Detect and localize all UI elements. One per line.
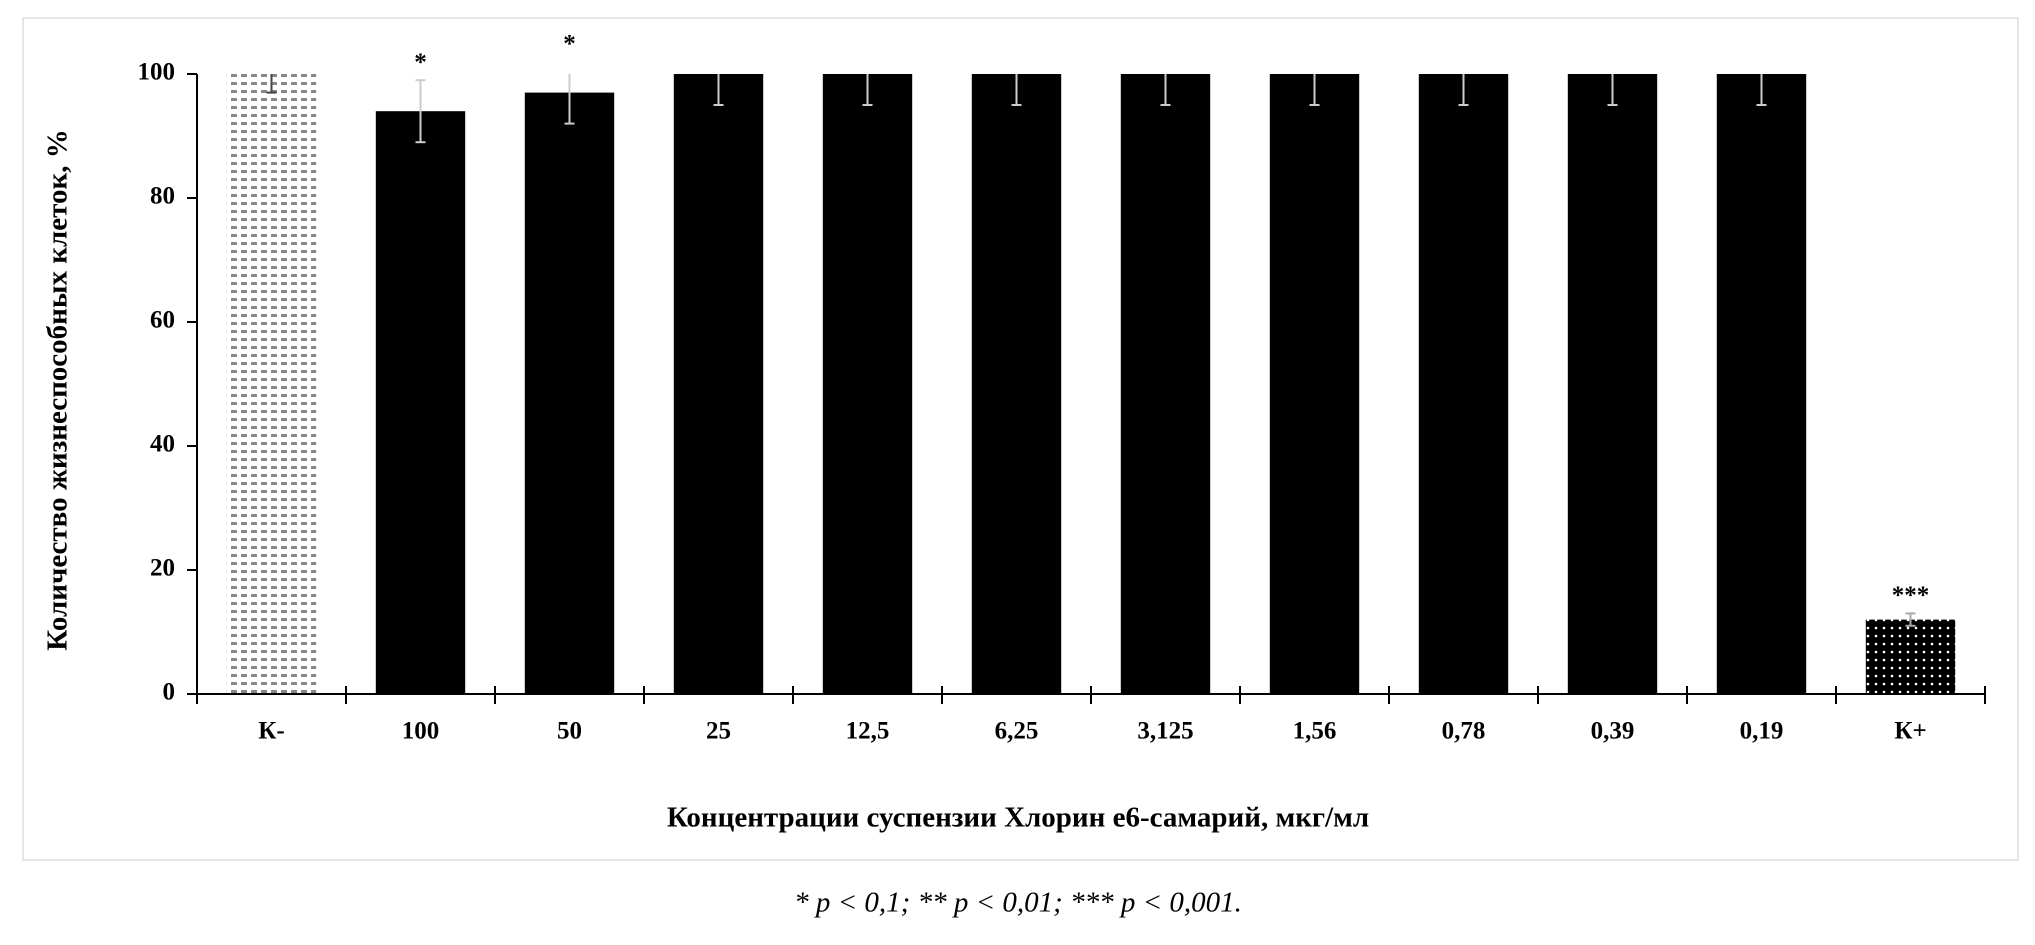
x-axis-label: Концентрации суспензии Хлорин е6-самарий… (667, 802, 1369, 834)
error-bar (1011, 74, 1022, 106)
error-bar (1607, 74, 1618, 106)
y-tick-label: 100 (138, 59, 176, 86)
error-bar (415, 79, 426, 144)
y-tick-label: 60 (150, 307, 175, 334)
error-bar (713, 74, 724, 106)
bar (1269, 74, 1360, 694)
y-tick-label: 80 (150, 183, 175, 210)
bar (971, 74, 1062, 694)
chart-frame (22, 17, 2019, 861)
y-tick-label: 20 (150, 555, 175, 582)
bar (1865, 619, 1956, 694)
bar (226, 74, 317, 694)
x-tick-label: 1,56 (1293, 718, 1337, 745)
bar (524, 92, 615, 694)
y-axis-label: Количество жизнеспособных клеток, % (42, 129, 74, 650)
bar (1120, 74, 1211, 694)
error-bar (266, 74, 277, 94)
x-tick-label: 0,39 (1591, 718, 1635, 745)
bar (673, 74, 764, 694)
error-bar (564, 74, 575, 125)
y-tick-label: 0 (163, 679, 176, 706)
significance-label: *** (1892, 582, 1930, 609)
plot-area (226, 74, 1956, 694)
error-bar (1756, 74, 1767, 106)
bar (1418, 74, 1509, 694)
x-tick-label: К+ (1894, 718, 1926, 745)
x-tick-label: 0,19 (1740, 718, 1784, 745)
x-tick-label: 6,25 (995, 718, 1039, 745)
x-tick-label: 100 (402, 718, 440, 745)
error-bar (1309, 74, 1320, 106)
x-tick-label: 3,125 (1137, 718, 1193, 745)
y-tick-label: 40 (150, 431, 175, 458)
error-bar (1160, 74, 1171, 106)
x-tick-label: 0,78 (1442, 718, 1486, 745)
x-tick-label: 25 (706, 718, 731, 745)
footnote: * p < 0,1; ** p < 0,01; *** p < 0,001. (794, 887, 1242, 919)
significance-label: * (414, 49, 427, 76)
error-bar (862, 74, 873, 106)
bar (1567, 74, 1658, 694)
bar (1716, 74, 1807, 694)
significance-label: * (563, 30, 576, 57)
bar (822, 74, 913, 694)
x-tick-label: 50 (557, 718, 582, 745)
error-bar (1905, 612, 1916, 627)
bar (375, 111, 466, 694)
error-bar (1458, 74, 1469, 106)
x-tick-label: 12,5 (846, 718, 890, 745)
x-tick-label: К- (258, 718, 284, 745)
